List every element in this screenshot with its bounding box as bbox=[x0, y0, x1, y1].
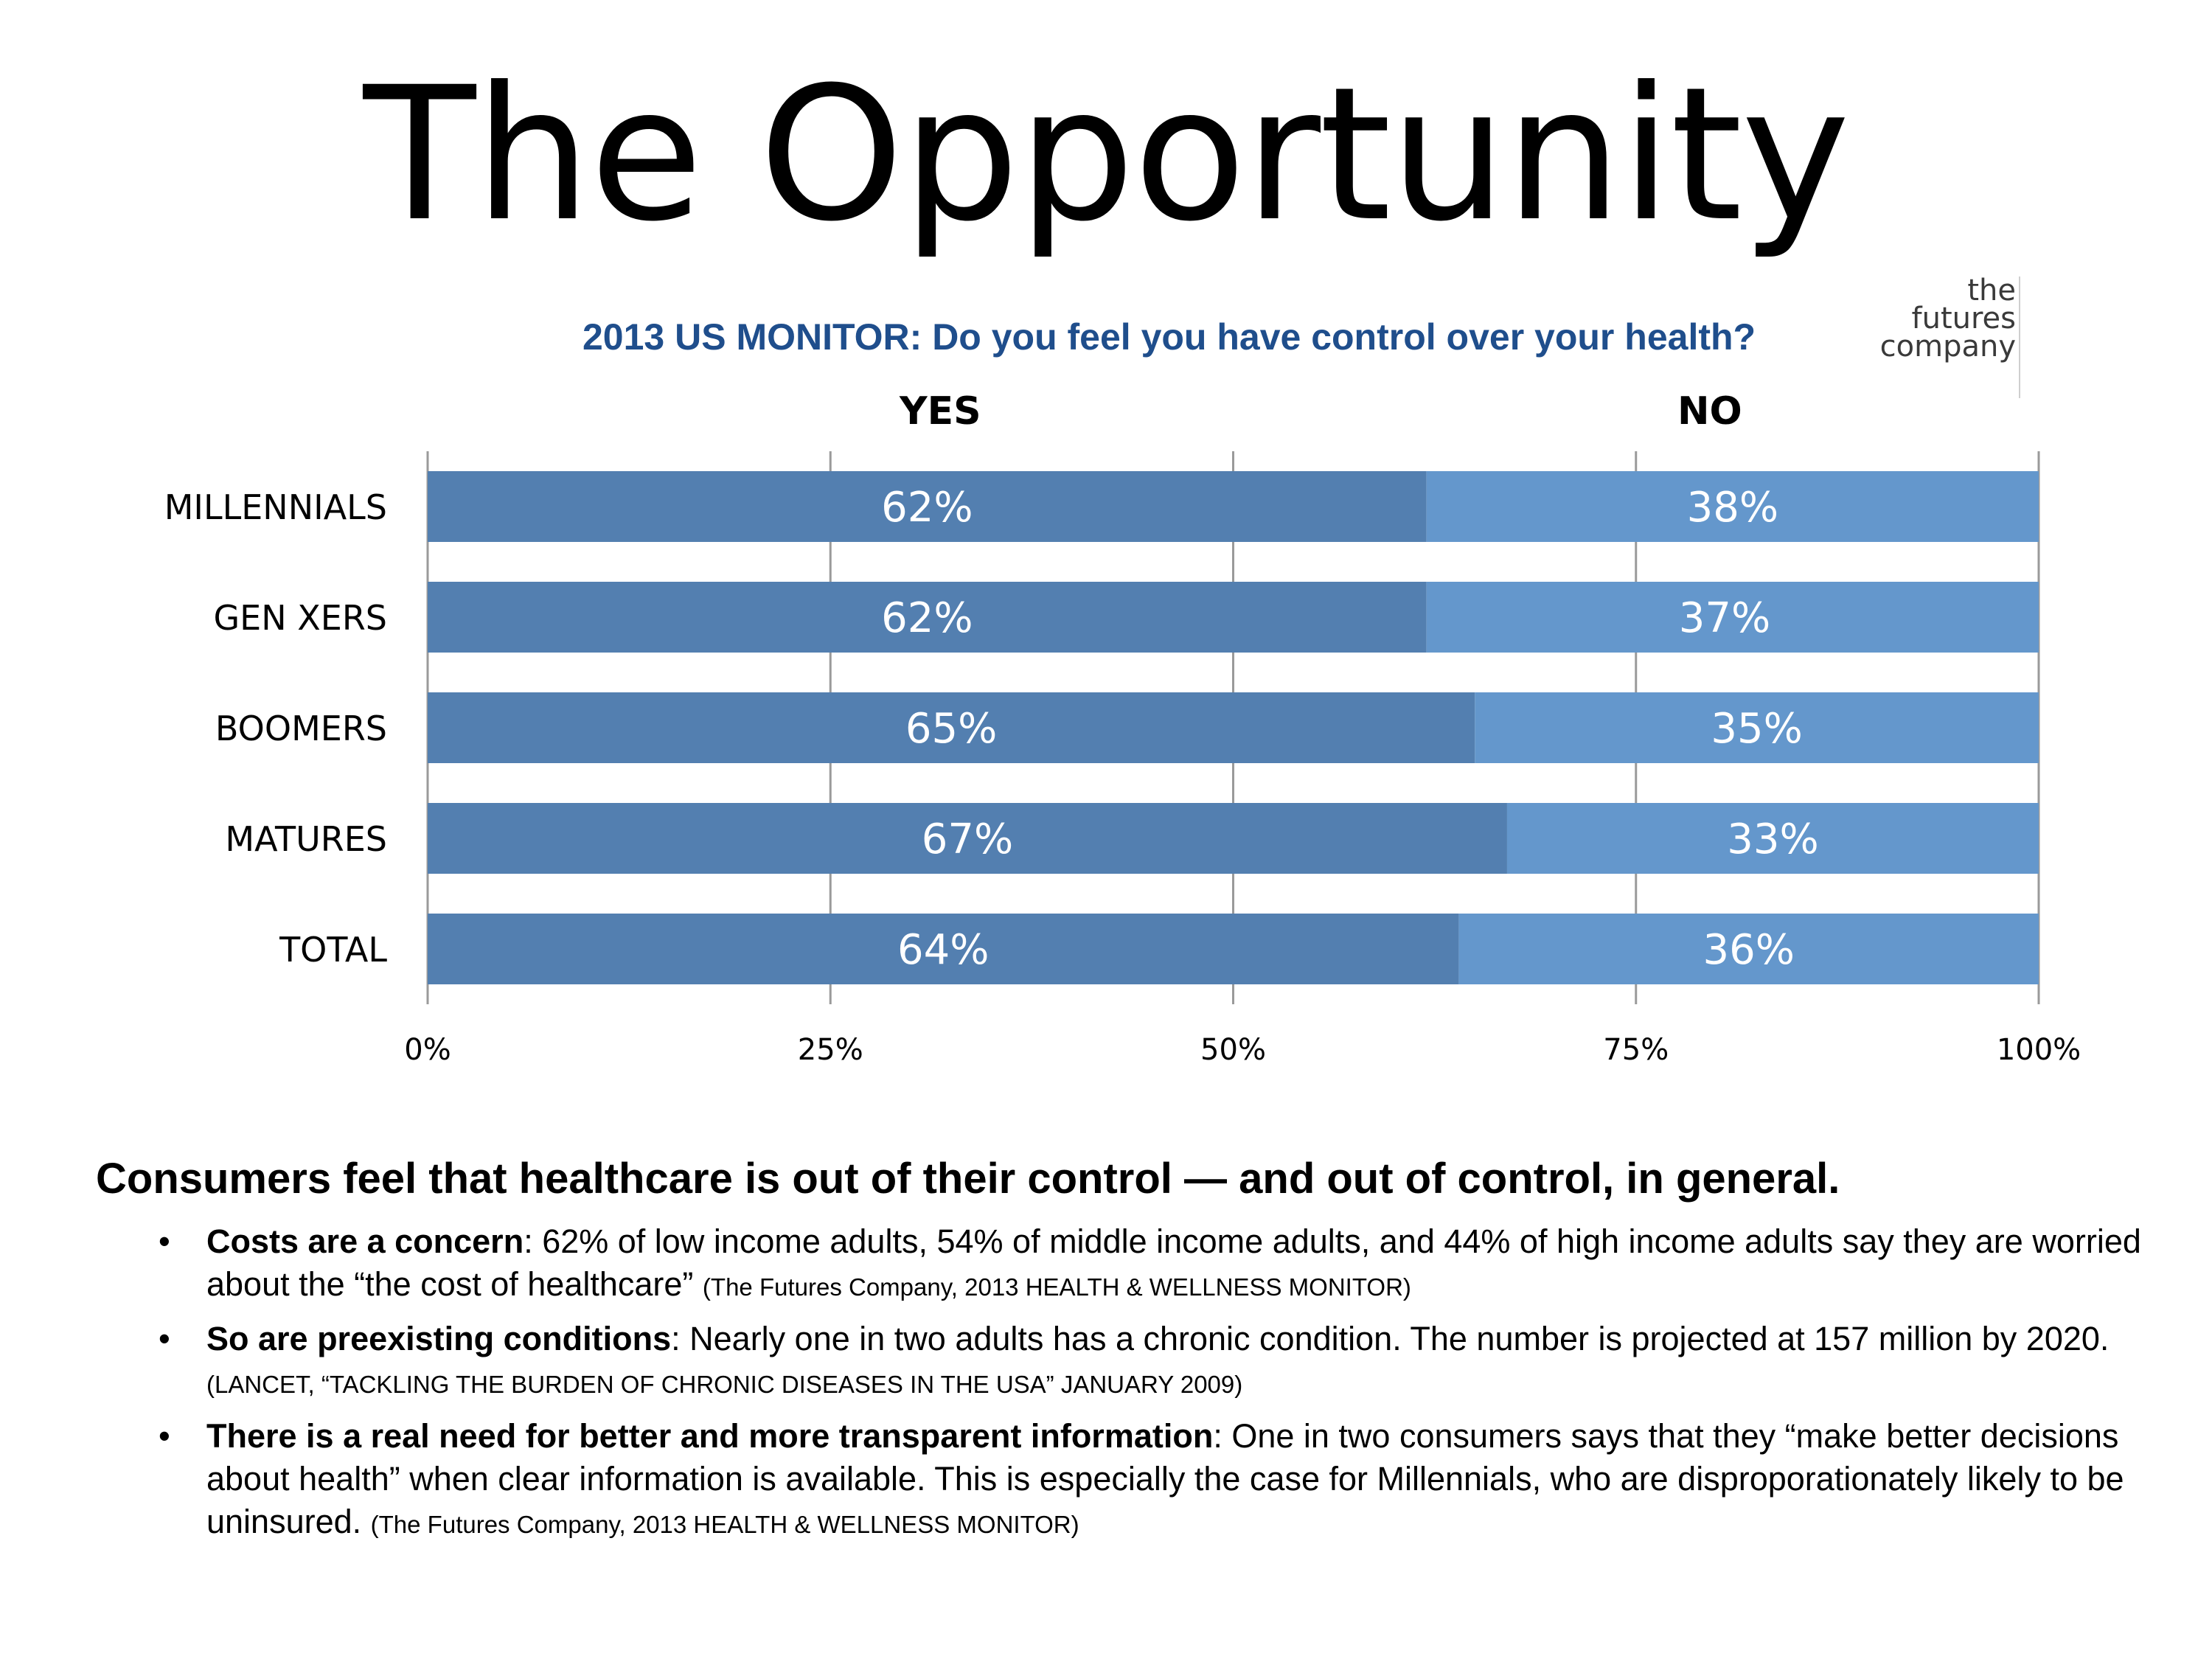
category-label: BOOMERS bbox=[215, 709, 387, 748]
category-label: MILLENNIALS bbox=[164, 487, 387, 527]
bar-yes bbox=[428, 914, 1459, 984]
labels: 0% 25% 50% 75% 100% 62% 38% MILLENNIALS 62% 37% GE… bbox=[164, 484, 2081, 1067]
slide-title: The Opportunity bbox=[363, 47, 1851, 262]
bars bbox=[428, 471, 2039, 984]
data-label-no: 38% bbox=[1687, 484, 1778, 532]
data-label-yes: 65% bbox=[905, 705, 997, 753]
bar-yes bbox=[428, 582, 1427, 653]
bullet-lead: There is a real need for better and more… bbox=[206, 1417, 1214, 1455]
data-label-no: 33% bbox=[1727, 815, 1818, 863]
stacked-bar-chart: 0% 25% 50% 75% 100% 62% 38% MILLENNIALS 62% 37% GE… bbox=[164, 451, 2081, 1067]
logo-line-1: the bbox=[1967, 274, 2016, 307]
bullet-list: • Costs are a concern: 62% of low income… bbox=[159, 1220, 2164, 1555]
bullet-dot: • bbox=[159, 1320, 170, 1357]
data-label-no: 35% bbox=[1711, 705, 1802, 753]
bullet-source: (LANCET, “TACKLING THE BURDEN OF CHRONIC… bbox=[206, 1371, 1243, 1398]
category-label: GEN XERS bbox=[214, 598, 387, 638]
bar-no bbox=[1506, 803, 2039, 874]
category-label: MATURES bbox=[225, 819, 387, 859]
x-tick-label: 0% bbox=[404, 1033, 451, 1067]
bullet-dot: • bbox=[159, 1417, 170, 1455]
bar-no bbox=[1475, 692, 2039, 763]
bullet-source: (The Futures Company, 2013 HEALTH & WELL… bbox=[370, 1511, 1079, 1538]
bar-yes bbox=[428, 692, 1475, 763]
data-label-yes: 62% bbox=[881, 484, 973, 532]
bar-no bbox=[1426, 582, 2039, 653]
chart-title: 2013 US MONITOR: Do you feel you have co… bbox=[582, 316, 1756, 358]
category-label: TOTAL bbox=[279, 930, 387, 970]
bullet-dot: • bbox=[159, 1222, 170, 1260]
bar-no bbox=[1426, 471, 2039, 542]
data-label-yes: 67% bbox=[922, 815, 1013, 863]
data-label-yes: 64% bbox=[897, 926, 989, 974]
bar-no bbox=[1458, 914, 2039, 984]
legend-no: NO bbox=[1677, 389, 1742, 434]
bar-yes bbox=[428, 803, 1507, 874]
x-tick-label: 25% bbox=[798, 1033, 863, 1067]
logo-line-3: company bbox=[1879, 330, 2016, 364]
bullet-body: : One in two consumers says that they “m… bbox=[206, 1417, 2124, 1540]
bullet-item-conditions: • So are preexisting conditions: Nearly … bbox=[159, 1318, 2164, 1406]
headline: Consumers feel that healthcare is out of… bbox=[96, 1155, 1840, 1203]
x-tick-label: 100% bbox=[1997, 1033, 2081, 1067]
logo-line-2: futures bbox=[1911, 302, 2016, 335]
x-tick-label: 75% bbox=[1603, 1033, 1669, 1067]
legend-yes: YES bbox=[900, 389, 981, 434]
bullet-source: (The Futures Company, 2013 HEALTH & WELL… bbox=[702, 1273, 1411, 1301]
data-label-no: 36% bbox=[1703, 926, 1794, 974]
futures-company-logo: the futures company bbox=[1829, 276, 2020, 398]
bullet-item-costs: • Costs are a concern: 62% of low income… bbox=[159, 1220, 2164, 1309]
data-label-yes: 62% bbox=[881, 594, 973, 642]
bullet-lead: So are preexisting conditions bbox=[206, 1320, 672, 1357]
data-label-no: 37% bbox=[1679, 594, 1770, 642]
bar-yes bbox=[428, 471, 1427, 542]
bullet-body: : 62% of low income adults, 54% of middl… bbox=[206, 1222, 2141, 1303]
x-tick-label: 50% bbox=[1200, 1033, 1266, 1067]
bullet-item-information: • There is a real need for better and mo… bbox=[159, 1415, 2164, 1546]
bullet-lead: Costs are a concern bbox=[206, 1222, 524, 1260]
bullet-body: : Nearly one in two adults has a chronic… bbox=[671, 1320, 2110, 1357]
